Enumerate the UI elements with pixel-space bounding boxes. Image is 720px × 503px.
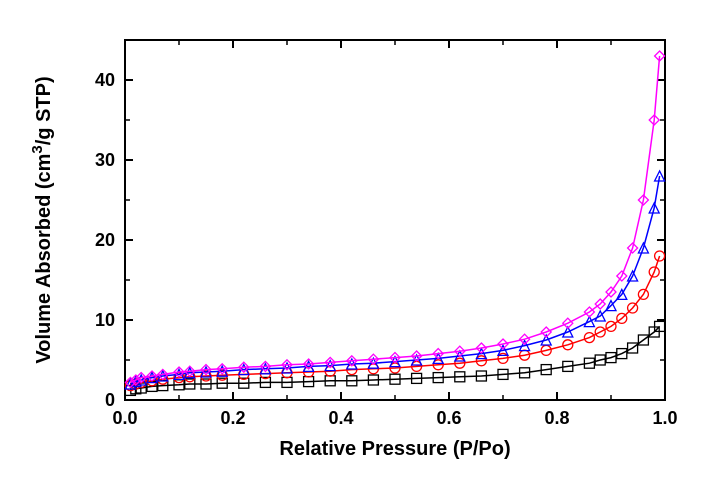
chart-svg: 0.0 0.2 0.4 0.6 0.8 1.0 0 10 20 30 40 Relative Pres… (0, 0, 720, 503)
svg-text:30: 30 (95, 150, 115, 170)
svg-text:20: 20 (95, 230, 115, 250)
svg-text:0.2: 0.2 (220, 408, 245, 428)
isotherm-chart: 0.0 0.2 0.4 0.6 0.8 1.0 0 10 20 30 40 Relative Pres… (0, 0, 720, 503)
svg-text:Volume Absorbed (cm3/g STP): Volume Absorbed (cm3/g STP) (29, 76, 56, 363)
svg-text:0.8: 0.8 (544, 408, 569, 428)
svg-text:10: 10 (95, 310, 115, 330)
svg-text:1.0: 1.0 (652, 408, 677, 428)
svg-text:0.0: 0.0 (112, 408, 137, 428)
svg-text:Relative Pressure (P/Po): Relative Pressure (P/Po) (279, 438, 510, 460)
svg-text:0: 0 (105, 390, 115, 410)
svg-text:0.6: 0.6 (436, 408, 461, 428)
svg-text:40: 40 (95, 70, 115, 90)
svg-text:0.4: 0.4 (328, 408, 353, 428)
